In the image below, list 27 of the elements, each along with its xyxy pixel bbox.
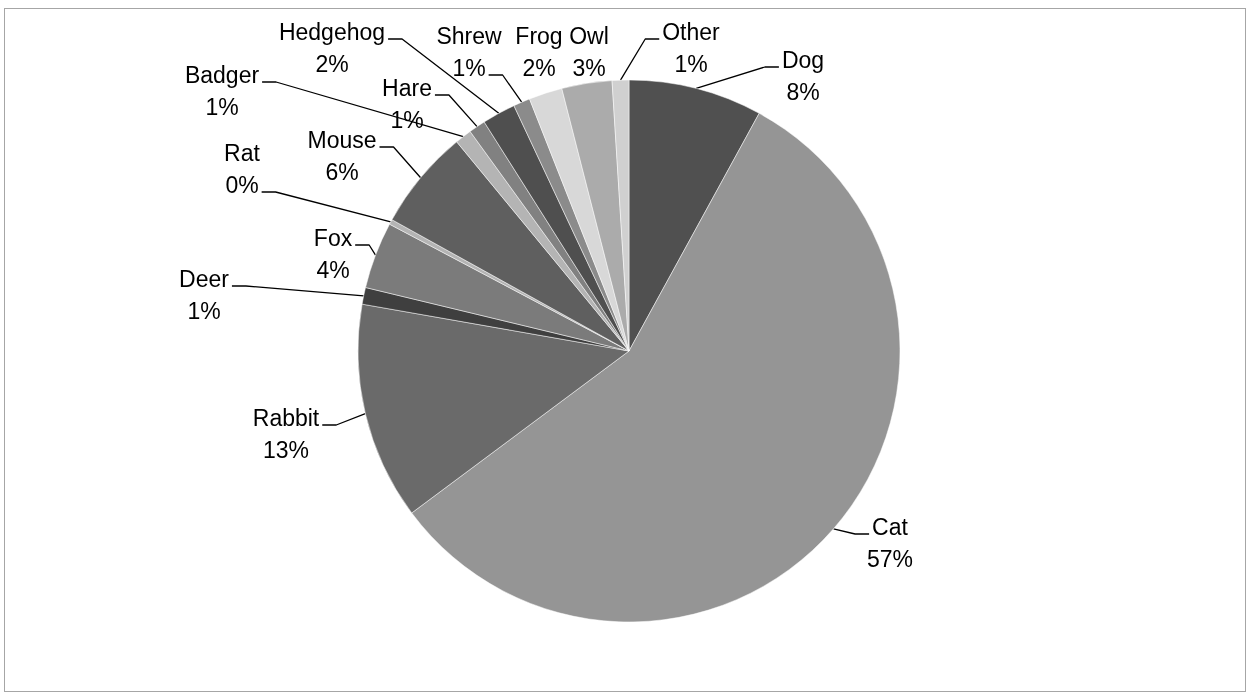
slice-label: Hare bbox=[382, 75, 432, 101]
data-label: 6% bbox=[325, 159, 359, 185]
slice-label: Dog bbox=[781, 47, 825, 73]
data-label: 57% bbox=[866, 546, 914, 572]
data-label: 2% bbox=[315, 51, 349, 77]
slice-label: Deer bbox=[179, 266, 230, 292]
data-label: 8% bbox=[786, 79, 820, 105]
slice-label: Mouse bbox=[307, 127, 377, 153]
slice-label: Other bbox=[662, 19, 721, 45]
data-label: 1% bbox=[452, 55, 486, 81]
slice-label: Rat bbox=[224, 140, 261, 166]
data-label: 1% bbox=[674, 51, 708, 77]
slice-label: Badger bbox=[184, 62, 260, 88]
slice-label: Cat bbox=[872, 514, 909, 540]
slice-label: Hedgehog bbox=[278, 19, 386, 45]
data-label: 1% bbox=[187, 298, 221, 324]
data-label: 13% bbox=[262, 437, 310, 463]
slice-label: Fox bbox=[313, 225, 353, 251]
slice-label: Owl bbox=[569, 23, 609, 49]
data-label: 4% bbox=[316, 257, 350, 283]
data-label: 3% bbox=[572, 55, 606, 81]
slice-label: Shrew bbox=[436, 23, 502, 49]
data-label: 1% bbox=[205, 94, 239, 120]
slice-label: Rabbit bbox=[252, 405, 320, 431]
data-label: 2% bbox=[522, 55, 556, 81]
slice-label: Frog bbox=[515, 23, 563, 49]
data-label: 0% bbox=[225, 172, 259, 198]
